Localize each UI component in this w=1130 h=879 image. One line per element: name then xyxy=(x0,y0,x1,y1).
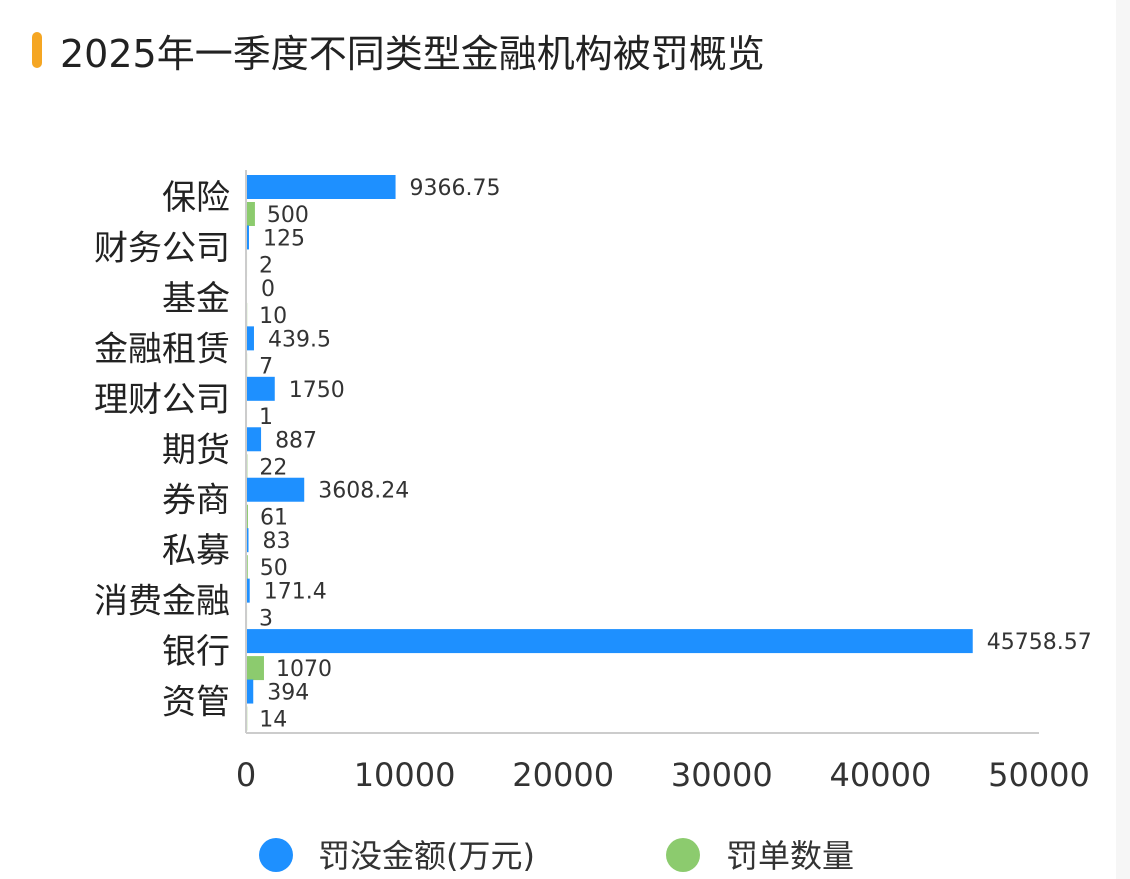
data-label-fine-amount: 3608.24 xyxy=(318,479,409,504)
title-accent-bar xyxy=(32,32,42,68)
category-label: 财务公司 xyxy=(94,228,230,268)
data-label-fine-amount: 439.5 xyxy=(268,327,331,352)
bar-fine-amount xyxy=(247,629,973,654)
data-label-penalty-count: 500 xyxy=(267,203,309,228)
data-label-penalty-count: 3 xyxy=(259,607,273,632)
data-label-fine-amount: 1750 xyxy=(289,378,345,403)
category-label: 私募 xyxy=(162,531,230,571)
x-tick-label: 30000 xyxy=(671,756,773,794)
x-tick-label: 40000 xyxy=(830,756,932,794)
category-label: 基金 xyxy=(162,279,230,319)
title-area: 2025年一季度不同类型金融机构被罚概览 xyxy=(32,20,765,80)
category-label: 金融租赁 xyxy=(94,329,230,369)
bar-fine-amount xyxy=(247,528,249,553)
category-label: 消费金融 xyxy=(94,582,230,622)
legend-marker-penalty-count xyxy=(666,838,700,872)
page-edge xyxy=(1116,0,1130,879)
data-label-penalty-count: 61 xyxy=(260,506,288,531)
category-label: 资管 xyxy=(162,683,230,723)
bar-fine-amount xyxy=(247,427,262,452)
category-label: 银行 xyxy=(162,632,230,672)
data-label-fine-amount: 394 xyxy=(267,681,309,706)
data-label-fine-amount: 9366.75 xyxy=(410,176,501,201)
bar-penalty-count xyxy=(247,202,255,226)
data-label-penalty-count: 7 xyxy=(259,354,273,379)
data-label-fine-amount: 125 xyxy=(263,226,305,251)
legend-label-fine-amount: 罚没金额(万元) xyxy=(318,837,535,875)
bar-fine-amount xyxy=(247,477,305,502)
x-tick-label: 0 xyxy=(236,756,256,794)
data-label-penalty-count: 14 xyxy=(259,708,287,733)
legend-label-penalty-count: 罚单数量 xyxy=(726,837,854,875)
bar-penalty-count xyxy=(247,555,248,580)
x-tick-label: 20000 xyxy=(512,756,614,794)
bar-fine-amount xyxy=(247,326,254,351)
data-label-fine-amount: 0 xyxy=(261,277,275,302)
bar-fine-amount xyxy=(247,225,249,250)
data-label-fine-amount: 45758.57 xyxy=(987,630,1092,655)
bar-fine-amount xyxy=(247,376,275,401)
bar-fine-amount xyxy=(247,578,250,603)
category-label: 保险 xyxy=(162,178,230,218)
data-label-fine-amount: 171.4 xyxy=(264,580,327,605)
category-label: 理财公司 xyxy=(94,380,230,420)
data-label-fine-amount: 887 xyxy=(275,428,317,453)
x-tick-label: 50000 xyxy=(988,756,1090,794)
data-label-penalty-count: 10 xyxy=(259,304,287,329)
data-label-penalty-count: 1 xyxy=(259,405,273,430)
data-label-penalty-count: 22 xyxy=(259,455,287,480)
data-label-penalty-count: 50 xyxy=(260,556,288,581)
page-title: 2025年一季度不同类型金融机构被罚概览 xyxy=(60,31,765,76)
bar-fine-amount xyxy=(247,679,254,704)
bar-fine-amount xyxy=(247,175,396,199)
data-label-fine-amount: 83 xyxy=(263,529,291,554)
category-label: 券商 xyxy=(162,481,230,521)
data-label-penalty-count: 1070 xyxy=(276,657,332,682)
legend-marker-fine-amount xyxy=(259,838,293,872)
bar-penalty-count xyxy=(247,504,248,529)
category-label: 期货 xyxy=(162,430,230,470)
data-label-penalty-count: 2 xyxy=(259,253,273,278)
bar-penalty-count xyxy=(247,656,264,681)
x-tick-label: 10000 xyxy=(354,756,456,794)
